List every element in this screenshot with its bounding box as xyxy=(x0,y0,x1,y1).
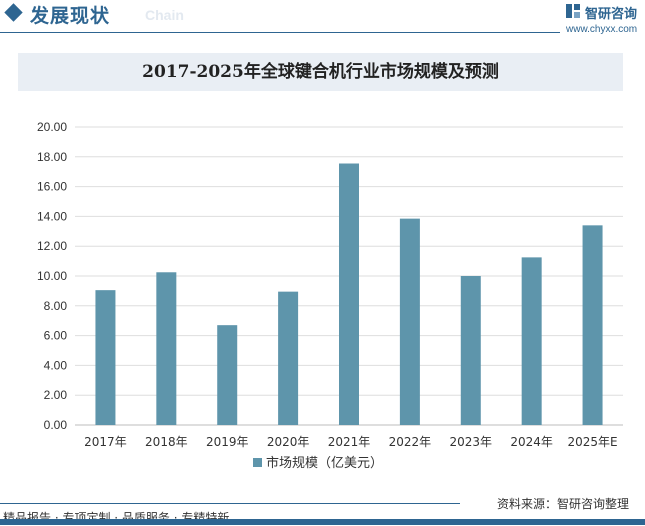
chart-title: 2017-2025年全球键合机行业市场规模及预测 xyxy=(142,62,499,82)
x-tick-label: 2019年 xyxy=(206,435,249,449)
bar xyxy=(399,218,420,425)
x-tick-label: 2024年 xyxy=(510,435,553,449)
section-title: 发展现状 xyxy=(30,5,111,27)
bar xyxy=(95,290,116,425)
source-note: 资料来源：智研咨询整理 xyxy=(497,497,630,511)
y-tick-label: 16.00 xyxy=(37,180,67,194)
x-tick-label: 2022年 xyxy=(389,435,432,449)
brand-name: 智研咨询 xyxy=(585,7,638,22)
section-subtitle: Chain xyxy=(145,7,184,23)
y-tick-label: 8.00 xyxy=(44,299,68,313)
bar xyxy=(582,225,603,425)
x-tick-label: 2025年E xyxy=(567,435,617,449)
header-divider xyxy=(0,32,560,33)
header: 发展现状 Chain 智研咨询 www.chyxx.com xyxy=(0,0,645,35)
x-tick-label: 2021年 xyxy=(328,435,371,449)
y-tick-label: 12.00 xyxy=(37,239,67,253)
footer-divider xyxy=(0,503,460,504)
y-tick-label: 14.00 xyxy=(37,209,67,223)
legend-swatch xyxy=(253,458,262,467)
y-tick-label: 20.00 xyxy=(37,120,67,134)
y-tick-label: 4.00 xyxy=(44,358,68,372)
bar xyxy=(339,163,359,425)
brand-logo-icon xyxy=(566,4,580,18)
brand-url: www.chyxx.com xyxy=(566,24,638,35)
legend-label: 市场规模（亿美元） xyxy=(266,455,383,471)
bar xyxy=(521,257,542,425)
bar xyxy=(278,291,299,425)
chart-title-bar: 2017-2025年全球键合机行业市场规模及预测 xyxy=(18,53,623,91)
bar xyxy=(217,325,238,425)
x-tick-label: 2020年 xyxy=(267,435,310,449)
bar xyxy=(156,272,177,425)
footer-band xyxy=(0,519,645,525)
x-tick-label: 2017年 xyxy=(84,435,127,449)
y-tick-label: 2.00 xyxy=(44,388,68,402)
y-tick-label: 6.00 xyxy=(44,329,68,343)
y-tick-label: 0.00 xyxy=(44,418,68,432)
x-tick-label: 2018年 xyxy=(145,435,188,449)
x-tick-label: 2023年 xyxy=(450,435,493,449)
bar xyxy=(460,276,481,425)
y-tick-label: 18.00 xyxy=(37,150,67,164)
y-tick-label: 10.00 xyxy=(37,269,67,283)
